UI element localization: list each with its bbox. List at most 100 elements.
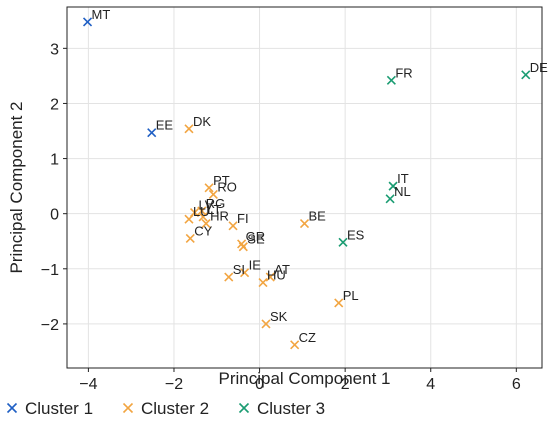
point-marker bbox=[184, 124, 194, 134]
point-label: CY bbox=[194, 223, 212, 238]
point-marker bbox=[258, 278, 268, 288]
x-axis-label: Principal Component 1 bbox=[219, 369, 391, 388]
data-point: SK bbox=[261, 309, 288, 329]
x-tick-label: −4 bbox=[79, 376, 97, 393]
data-point: LT bbox=[198, 202, 221, 222]
point-label: BE bbox=[309, 209, 327, 224]
point-label: IT bbox=[397, 171, 409, 186]
data-point: BE bbox=[299, 209, 327, 229]
point-marker bbox=[228, 221, 238, 231]
legend-item: Cluster 3 bbox=[238, 399, 325, 418]
point-marker bbox=[265, 272, 275, 282]
point-label: LU bbox=[193, 204, 210, 219]
point-marker bbox=[240, 268, 250, 278]
point-marker bbox=[386, 75, 396, 85]
data-point: FI bbox=[228, 211, 249, 231]
data-point: AT bbox=[265, 262, 290, 282]
x-tick-label: −2 bbox=[165, 376, 183, 393]
data-point: DK bbox=[184, 114, 211, 134]
data-point: SE bbox=[238, 232, 265, 252]
data-point: LU bbox=[184, 204, 210, 224]
point-label: DE bbox=[530, 60, 548, 75]
y-tick-label: 0 bbox=[50, 207, 59, 224]
y-tick-label: −2 bbox=[41, 317, 59, 334]
point-label: HR bbox=[210, 209, 229, 224]
point-marker bbox=[185, 233, 195, 244]
point-label: CZ bbox=[299, 330, 316, 345]
x-tick-label: 0 bbox=[255, 376, 264, 393]
point-label: PT bbox=[213, 173, 230, 188]
legend-marker bbox=[238, 402, 250, 414]
point-marker bbox=[224, 272, 234, 282]
point-marker bbox=[238, 242, 248, 252]
plot-frame bbox=[66, 6, 543, 369]
data-point: ES bbox=[338, 227, 365, 247]
point-marker bbox=[299, 219, 310, 229]
point-label: DK bbox=[193, 114, 211, 129]
data-point: NL bbox=[385, 184, 411, 204]
point-marker bbox=[147, 128, 157, 138]
point-marker bbox=[385, 194, 395, 204]
data-point: IE bbox=[240, 258, 262, 278]
x-tick-label: 4 bbox=[426, 376, 435, 393]
legend-marker bbox=[122, 402, 134, 414]
data-point: IT bbox=[388, 171, 409, 191]
legend-label: Cluster 1 bbox=[25, 399, 93, 418]
x-tick-label: 2 bbox=[341, 376, 350, 393]
point-label: AT bbox=[274, 262, 290, 277]
point-label: GR bbox=[246, 229, 266, 244]
point-label: LT bbox=[207, 202, 221, 217]
point-label: ES bbox=[347, 227, 365, 242]
point-label: SE bbox=[247, 232, 265, 247]
point-marker bbox=[334, 298, 344, 308]
legend-marker bbox=[6, 402, 18, 414]
point-marker bbox=[201, 219, 211, 229]
point-marker bbox=[338, 237, 348, 247]
data-point: RO bbox=[208, 179, 237, 199]
point-marker bbox=[290, 340, 300, 350]
point-marker bbox=[208, 189, 218, 199]
point-label: SK bbox=[270, 309, 288, 324]
point-label: RG bbox=[206, 196, 226, 211]
point-label: RO bbox=[217, 179, 237, 194]
data-point: HU bbox=[258, 268, 286, 288]
legend-label: Cluster 3 bbox=[257, 399, 325, 418]
data-point: SI bbox=[224, 262, 245, 282]
point-marker bbox=[521, 70, 531, 80]
y-tick-label: −1 bbox=[41, 262, 59, 279]
point-label: NL bbox=[394, 184, 411, 199]
data-point: CY bbox=[185, 223, 213, 244]
point-marker bbox=[82, 17, 93, 27]
data-point: FR bbox=[386, 65, 413, 85]
point-marker bbox=[388, 181, 398, 191]
data-point: HR bbox=[201, 209, 229, 229]
data-point: CZ bbox=[290, 330, 316, 350]
data-point: PT bbox=[204, 173, 230, 193]
y-axis-label: Principal Component 2 bbox=[7, 102, 26, 274]
point-marker bbox=[184, 214, 194, 224]
point-marker bbox=[261, 319, 271, 329]
x-tick-label: 6 bbox=[512, 376, 521, 393]
data-point: MT bbox=[82, 7, 111, 27]
grid-lines bbox=[67, 7, 542, 368]
y-tick-label: 3 bbox=[50, 41, 59, 58]
point-label: FI bbox=[237, 211, 249, 226]
point-label: FR bbox=[395, 65, 412, 80]
legend: Cluster 1 Cluster 2 Cluster 3 bbox=[6, 399, 325, 418]
point-label: IE bbox=[249, 258, 262, 273]
point-label: MT bbox=[92, 7, 111, 22]
point-label: PL bbox=[343, 288, 359, 303]
point-label: SI bbox=[233, 262, 245, 277]
data-point: DE bbox=[521, 60, 548, 80]
y-tick-label: 1 bbox=[50, 152, 59, 169]
axis-ticks: −4 −2 0 2 4 6 −2 −1 0 1 2 3 bbox=[41, 41, 521, 393]
data-point: PL bbox=[334, 288, 359, 308]
legend-label: Cluster 2 bbox=[141, 399, 209, 418]
point-label: EE bbox=[156, 118, 174, 133]
point-marker bbox=[204, 183, 214, 193]
point-marker bbox=[198, 212, 208, 222]
point-label: LV bbox=[199, 198, 214, 213]
point-label: HU bbox=[267, 268, 286, 283]
